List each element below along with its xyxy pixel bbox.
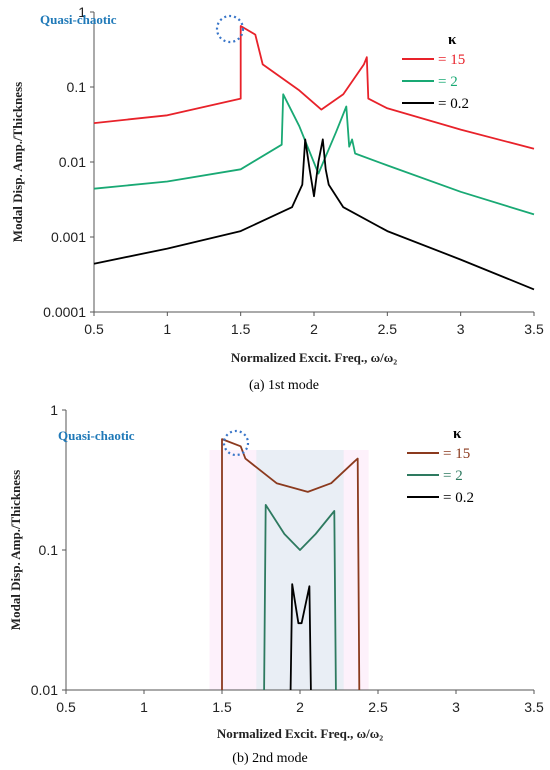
series-line-1 xyxy=(93,25,535,150)
x-tick-label: 3 xyxy=(452,699,460,715)
panel-caption: (b) 2nd mode xyxy=(232,751,307,766)
x-tick-label: 0.5 xyxy=(84,321,104,337)
x-tick-label: 3 xyxy=(457,321,465,337)
series-line-3 xyxy=(289,583,312,691)
series-line-3 xyxy=(93,138,535,291)
y-tick-label: 0.1 xyxy=(67,79,87,95)
y-axis-label: Modal Disp. Amp./Thickness xyxy=(10,82,25,242)
x-axis-label: Normalized Excit. Freq., ω/ω₂ xyxy=(217,726,383,741)
legend-label: = 2 xyxy=(443,468,463,484)
y-tick-label: 0.1 xyxy=(39,542,59,558)
annotation-circle xyxy=(215,14,245,44)
annotation-circle xyxy=(222,429,250,457)
y-tick-label: 0.01 xyxy=(31,682,58,698)
x-tick-label: 0.5 xyxy=(56,699,76,715)
panel-caption: (a) 1st mode xyxy=(249,378,319,393)
x-tick-label: 3.5 xyxy=(524,321,544,337)
y-tick-label: 1 xyxy=(78,4,86,20)
series-line-2 xyxy=(263,504,337,691)
chart-panel-1: 0.5 1 1.5 2 2.5 3 3.5 1 0.1 0.01 0.001 0.0001 Normal… xyxy=(10,4,544,393)
series-line-2 xyxy=(93,93,535,216)
x-axis-label: Normalized Excit. Freq., ω/ω₂ xyxy=(231,350,397,365)
glow-band xyxy=(209,450,369,690)
legend-label: = 0.2 xyxy=(443,490,474,506)
x-tick-label: 1 xyxy=(140,699,148,715)
y-tick-label: 0.0001 xyxy=(43,304,86,320)
series-line-1 xyxy=(221,438,361,691)
legend-label: = 2 xyxy=(438,74,458,90)
x-tick-label: 2 xyxy=(310,321,318,337)
legend-title: κ xyxy=(453,426,462,442)
chart-panel-2: 0.5 1 1.5 2 2.5 3 3.5 1 0.1 0.01 Normalized Excit.… xyxy=(8,402,544,766)
x-tick-label: 2 xyxy=(296,699,304,715)
y-tick-label: 1 xyxy=(50,402,58,418)
legend-title: κ xyxy=(448,32,457,48)
y-tick-label: 0.01 xyxy=(59,154,86,170)
legend-label: = 15 xyxy=(443,446,470,462)
x-tick-label: 1.5 xyxy=(231,321,251,337)
annotation-quasi-chaotic: Quasi-chaotic xyxy=(40,12,117,27)
annotation-quasi-chaotic: Quasi-chaotic xyxy=(58,428,135,443)
legend-label: = 15 xyxy=(438,52,465,68)
x-tick-label: 3.5 xyxy=(524,699,544,715)
x-tick-label: 2.5 xyxy=(378,321,398,337)
y-tick-label: 0.001 xyxy=(51,229,86,245)
glow-band xyxy=(256,450,344,690)
x-tick-label: 1.5 xyxy=(212,699,232,715)
y-axis-label: Modal Disp. Amp./Thickness xyxy=(8,470,23,630)
x-tick-label: 2.5 xyxy=(368,699,388,715)
x-tick-label: 1 xyxy=(163,321,171,337)
legend-label: = 0.2 xyxy=(438,96,469,112)
